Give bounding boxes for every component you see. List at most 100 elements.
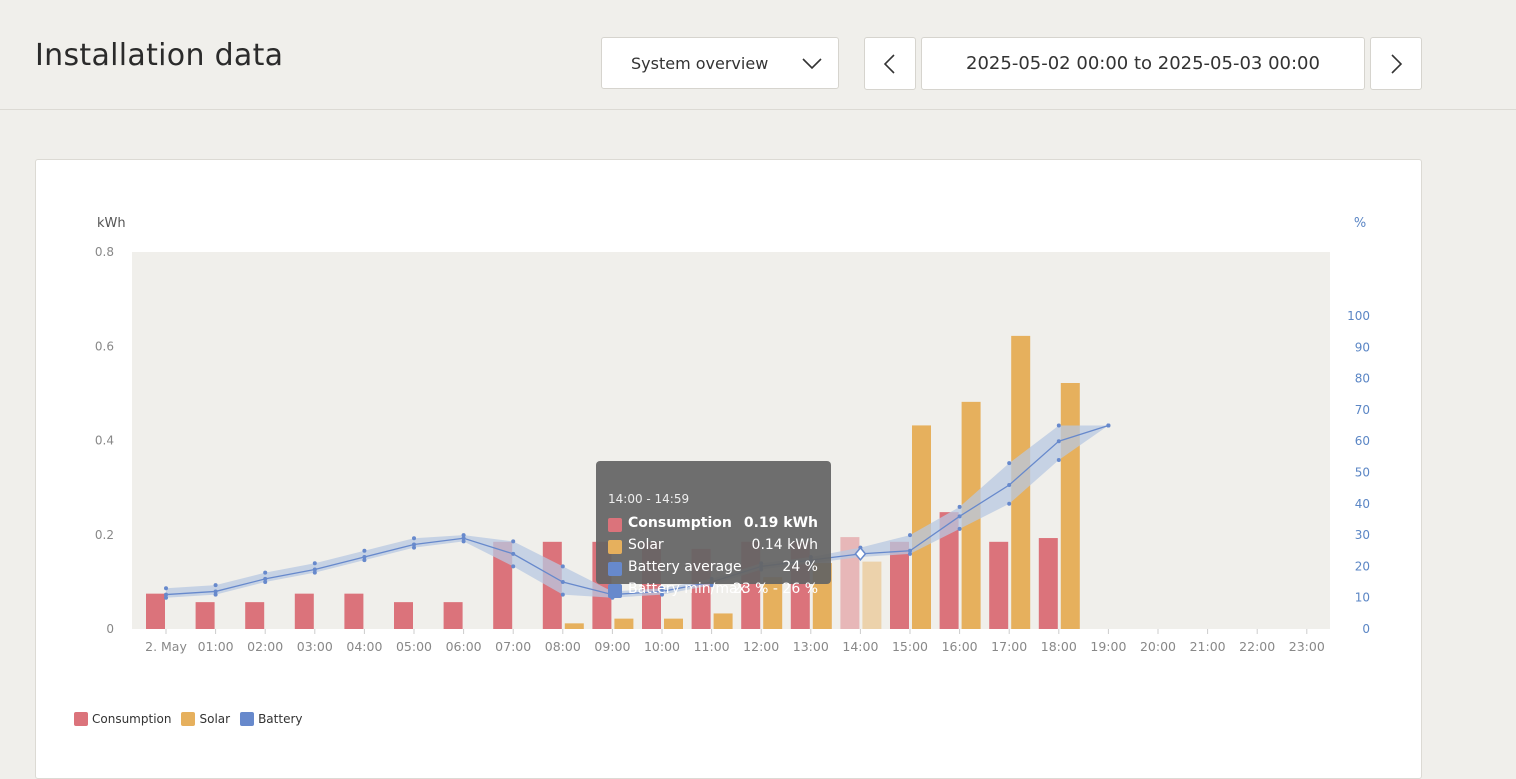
battery-point <box>461 536 466 541</box>
battery-swatch <box>240 712 255 726</box>
consumption-bar <box>394 602 413 629</box>
x-axis-tick: 17:00 <box>991 639 1027 654</box>
consumption-swatch <box>74 712 88 726</box>
right-axis-tick: 70 <box>1355 403 1370 417</box>
consumption-bar <box>989 541 1009 629</box>
x-axis-tick: 06:00 <box>446 639 482 654</box>
left-axis-tick: 0 <box>106 622 114 636</box>
battery-point <box>461 539 466 544</box>
tooltip-range: 14:00 - 14:59 <box>608 492 690 506</box>
chevron-left-icon <box>883 54 895 74</box>
battery-point <box>1007 461 1012 466</box>
view-select-dropdown[interactable]: System overview <box>601 37 839 89</box>
x-axis-tick: 14:00 <box>842 639 878 654</box>
legend-item-battery[interactable]: Battery <box>240 712 303 726</box>
battery-point <box>1056 423 1061 428</box>
solar-swatch <box>181 712 196 726</box>
solar-bar <box>614 618 634 629</box>
right-axis-tick: 20 <box>1355 559 1370 573</box>
date-range-display[interactable]: 2025-05-02 00:00 to 2025-05-03 00:00 <box>921 37 1365 90</box>
battery-point <box>957 504 962 509</box>
x-axis-tick: 23:00 <box>1289 639 1325 654</box>
battery-point <box>164 595 168 600</box>
battery-point <box>511 551 516 556</box>
consumption-bar <box>890 541 909 629</box>
solar-bar <box>763 577 783 629</box>
battery-point <box>412 542 416 547</box>
battery-point <box>263 576 268 581</box>
battery-point <box>1007 501 1012 506</box>
right-axis-tick: 30 <box>1355 528 1370 542</box>
battery-point <box>312 567 317 572</box>
battery-point <box>461 533 466 538</box>
battery-point <box>560 580 565 585</box>
battery-swatch <box>608 562 622 576</box>
left-axis-tick: 0.8 <box>95 245 114 259</box>
battery-point <box>660 592 664 597</box>
battery-point <box>213 592 218 597</box>
consumption-bar <box>939 512 959 629</box>
legend-item-consumption[interactable]: Consumption <box>74 712 171 726</box>
solar-bar <box>564 623 584 629</box>
battery-point <box>908 548 912 553</box>
solar-bar <box>1060 383 1080 629</box>
battery-point <box>312 570 317 575</box>
battery-point <box>412 536 416 541</box>
consumption-bar <box>344 593 364 629</box>
battery-swatch <box>608 584 622 598</box>
legend-label: Consumption <box>92 712 172 726</box>
battery-point <box>263 580 268 585</box>
x-axis-tick: 05:00 <box>396 639 432 654</box>
battery-point <box>511 539 516 544</box>
solar-bar <box>912 425 931 629</box>
x-axis-tick: 13:00 <box>793 639 829 654</box>
battery-point <box>213 589 218 594</box>
right-axis-tick: 80 <box>1355 372 1370 386</box>
battery-average-line <box>165 424 1109 596</box>
x-axis-tick: 04:00 <box>346 639 382 654</box>
left-axis-tick: 0.4 <box>95 434 114 448</box>
right-axis-tick: 60 <box>1355 434 1370 448</box>
page-header: Installation data System overview 2025-0… <box>0 0 1516 110</box>
x-axis-tick: 15:00 <box>892 639 928 654</box>
legend-label: Solar <box>199 712 231 726</box>
tooltip-row-name: Consumption <box>628 515 732 531</box>
battery-point <box>263 570 268 575</box>
battery-point <box>1007 483 1012 488</box>
tooltip-row-name: Battery average <box>628 559 742 575</box>
battery-point <box>560 564 565 569</box>
legend-item-solar[interactable]: Solar <box>181 712 230 726</box>
consumption-bar <box>294 593 314 629</box>
solar-bar <box>664 618 683 629</box>
consumption-bar <box>245 602 265 629</box>
x-axis-tick: 16:00 <box>942 639 978 654</box>
right-axis-title: % <box>1354 216 1366 231</box>
consumption-bar <box>146 593 165 629</box>
consumption-bar <box>493 541 513 629</box>
tooltip-row-value: 23 % - 26 % <box>732 581 818 597</box>
x-axis-tick: 02:00 <box>247 639 283 654</box>
right-axis-tick: 100 <box>1347 309 1370 323</box>
tooltip-row-name: Battery min/max <box>628 581 746 597</box>
next-period-button[interactable] <box>1370 37 1422 90</box>
chart-tooltip: 14:00 - 14:59 Consumption 0.19 kWh Solar… <box>596 461 831 598</box>
chevron-right-icon <box>1391 54 1403 74</box>
x-axis-tick: 18:00 <box>1041 639 1077 654</box>
tooltip-row-battery-average: Battery average 24 % <box>608 559 818 579</box>
battery-point <box>164 586 168 591</box>
battery-point <box>312 561 317 566</box>
battery-min-max-band <box>166 425 1109 598</box>
x-axis-tick: 12:00 <box>743 639 779 654</box>
battery-point <box>957 514 962 519</box>
previous-period-button[interactable] <box>864 37 916 90</box>
battery-point <box>908 551 912 556</box>
battery-point <box>362 548 367 553</box>
x-axis-tick: 10:00 <box>644 639 680 654</box>
x-axis-tick: 19:00 <box>1090 639 1126 654</box>
tooltip-row-battery-minmax: Battery min/max 23 % - 26 % <box>608 581 818 601</box>
tooltip-row-value: 0.19 kWh <box>743 515 818 531</box>
x-axis-tick: 21:00 <box>1190 639 1226 654</box>
battery-point <box>511 564 516 569</box>
right-axis-tick: 10 <box>1355 591 1370 605</box>
